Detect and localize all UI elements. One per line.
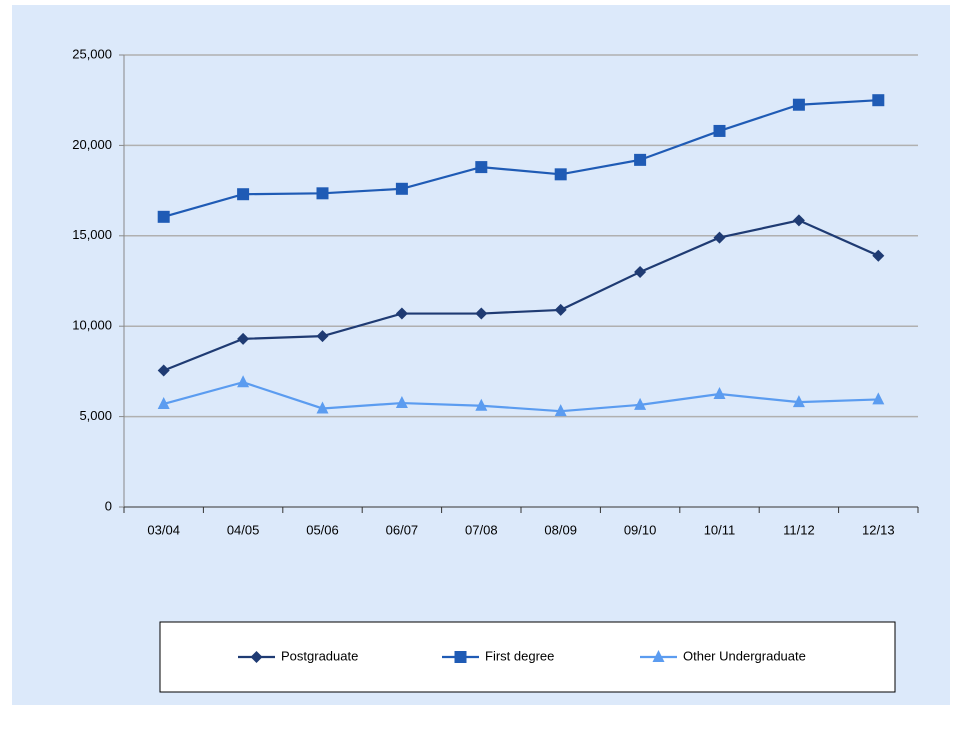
data-point — [713, 387, 726, 399]
data-point — [634, 153, 647, 166]
data-point — [316, 330, 329, 343]
x-tick-label: 10/11 — [704, 522, 736, 537]
chart-background — [12, 5, 950, 705]
legend-label: Other Undergraduate — [683, 648, 806, 663]
data-point — [316, 187, 329, 200]
legend-label: Postgraduate — [281, 648, 358, 663]
data-point — [792, 98, 805, 111]
data-point — [395, 182, 408, 195]
data-point — [554, 404, 567, 417]
legend-label: First degree — [485, 648, 554, 663]
y-tick-label: 15,000 — [72, 227, 112, 242]
data-point — [872, 392, 885, 405]
x-tick-label: 09/10 — [624, 522, 657, 537]
x-tick-label: 03/04 — [147, 522, 180, 537]
data-point — [713, 231, 726, 244]
data-point — [395, 396, 408, 409]
data-point — [237, 332, 250, 345]
y-tick-label: 25,000 — [72, 46, 112, 61]
data-point — [316, 401, 329, 414]
data-point — [713, 124, 726, 137]
x-tick-label: 04/05 — [227, 522, 260, 537]
data-point — [792, 214, 805, 227]
y-tick-label: 20,000 — [72, 137, 112, 152]
x-tick-label: 07/08 — [465, 522, 498, 537]
data-point — [554, 303, 567, 316]
data-point — [237, 188, 250, 201]
data-point — [475, 307, 488, 320]
data-point — [237, 375, 250, 388]
data-point — [634, 265, 647, 278]
data-point — [157, 396, 170, 409]
y-tick-label: 5,000 — [79, 408, 112, 423]
x-tick-label: 11/12 — [783, 522, 815, 537]
data-point — [157, 210, 170, 223]
data-point — [475, 161, 488, 174]
x-tick-label: 05/06 — [306, 522, 339, 537]
legend-marker — [454, 651, 467, 663]
x-tick-label: 12/13 — [862, 522, 895, 537]
data-point — [395, 307, 408, 320]
y-tick-label: 10,000 — [72, 318, 112, 333]
data-point — [792, 395, 805, 408]
data-point — [872, 94, 885, 107]
series-line — [163, 219, 879, 372]
legend-box — [159, 621, 896, 693]
legend-marker — [250, 651, 263, 663]
series-line — [163, 99, 879, 218]
data-point — [475, 398, 488, 411]
x-tick-label: 08/09 — [544, 522, 577, 537]
data-point — [634, 397, 647, 410]
y-tick-label: 0 — [105, 498, 112, 513]
data-point — [872, 249, 885, 262]
data-point — [157, 364, 170, 377]
legend-marker — [652, 650, 665, 662]
series-line — [163, 381, 879, 413]
data-point — [554, 168, 567, 181]
x-tick-label: 06/07 — [386, 522, 419, 537]
